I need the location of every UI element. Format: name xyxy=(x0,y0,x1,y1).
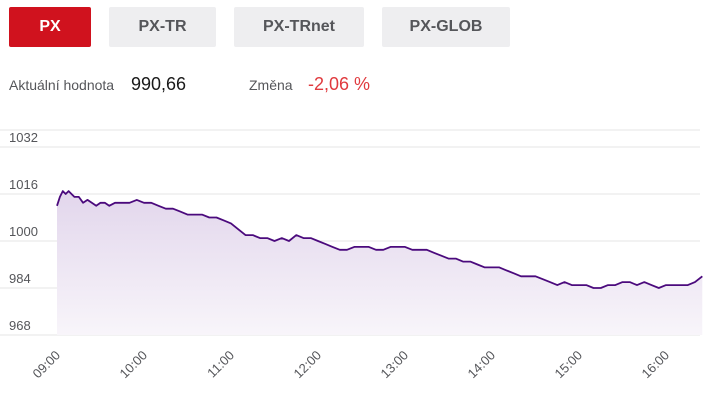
change-label: Změna xyxy=(249,77,293,93)
x-tick-label: 16:00 xyxy=(639,348,673,382)
y-tick-label: 1000 xyxy=(9,224,38,239)
tab-px-glob[interactable]: PX-GLOB xyxy=(382,7,510,47)
change-value: -2,06 % xyxy=(308,74,371,94)
tab-px[interactable]: PX xyxy=(9,7,91,47)
index-stats: Aktuální hodnota 990,66 Změna -2,06 % xyxy=(9,74,709,99)
x-tick-label: 09:00 xyxy=(30,348,64,382)
y-tick-label: 984 xyxy=(9,271,31,286)
y-tick-label: 968 xyxy=(9,318,31,333)
x-tick-label: 10:00 xyxy=(117,348,151,382)
x-tick-label: 15:00 xyxy=(552,348,586,382)
series-area xyxy=(57,191,703,335)
current-value-label: Aktuální hodnota xyxy=(9,77,115,93)
y-tick-label: 1032 xyxy=(9,130,38,145)
x-tick-label: 12:00 xyxy=(291,348,325,382)
index-tabs: PX PX-TR PX-TRnet PX-GLOB xyxy=(9,7,709,47)
x-tick-label: 14:00 xyxy=(465,348,499,382)
tab-px-trnet[interactable]: PX-TRnet xyxy=(234,7,364,47)
x-tick-label: 13:00 xyxy=(378,348,412,382)
current-value: 990,66 xyxy=(131,74,187,94)
plot-area xyxy=(56,190,703,335)
x-tick-label: 11:00 xyxy=(204,348,237,381)
tab-px-tr[interactable]: PX-TR xyxy=(109,7,216,47)
x-axis-ticks: 09:00 10:00 11:00 12:00 13:00 14:00 15:00 16:00 xyxy=(30,348,673,382)
y-axis-ticks: 1032 1016 1000 984 968 xyxy=(9,130,38,333)
y-tick-label: 1016 xyxy=(9,177,38,192)
